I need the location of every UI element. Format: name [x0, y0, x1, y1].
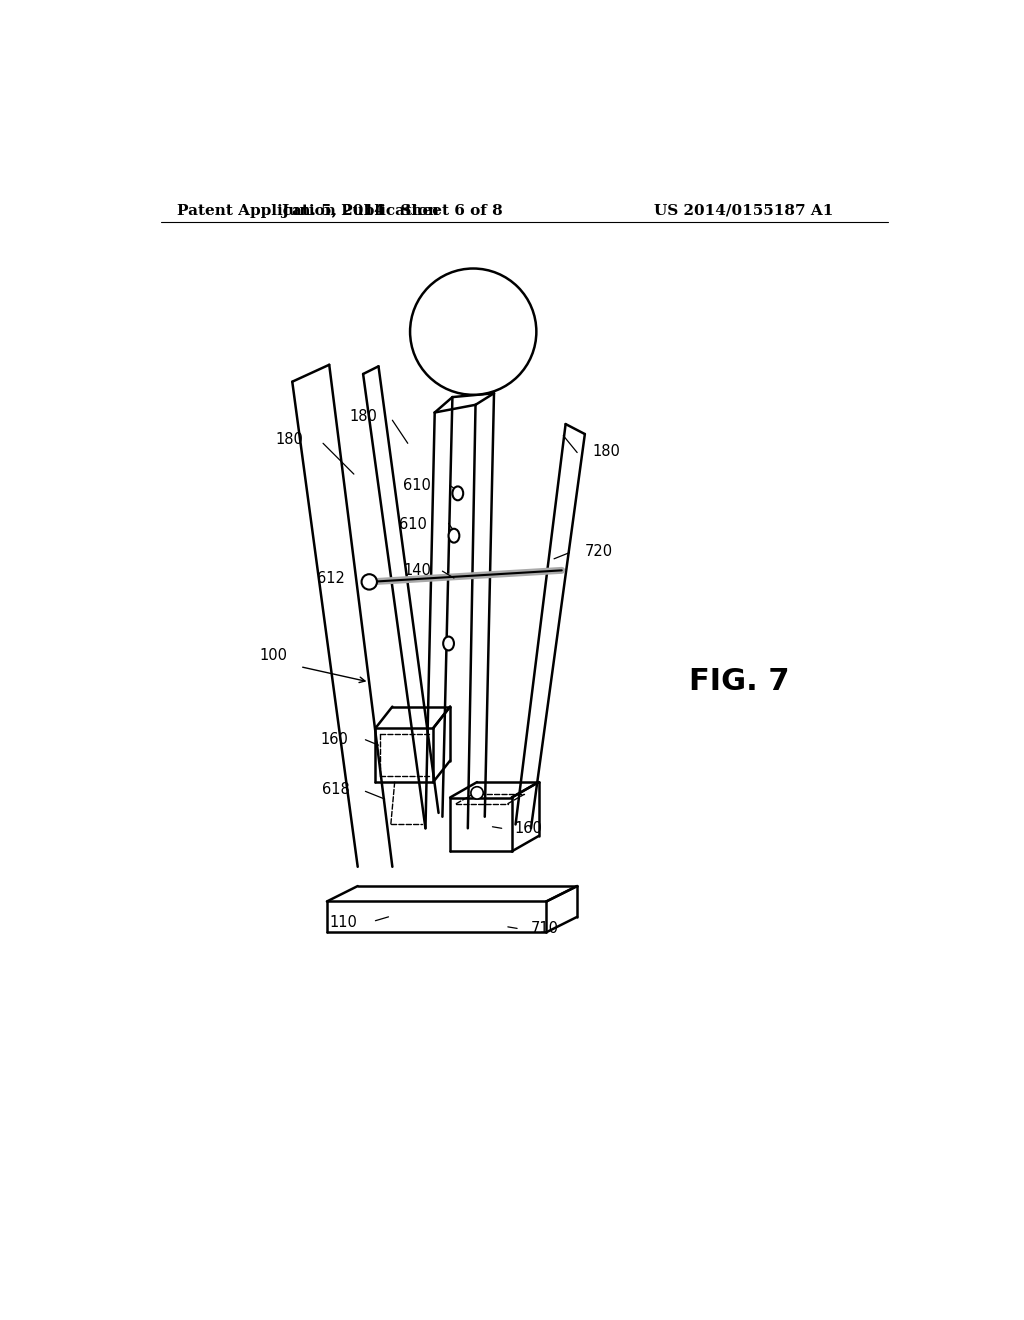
Text: 180: 180: [349, 409, 377, 424]
Ellipse shape: [449, 529, 460, 543]
Text: 720: 720: [585, 544, 613, 558]
Circle shape: [410, 268, 537, 395]
Ellipse shape: [443, 636, 454, 651]
Text: 612: 612: [316, 570, 345, 586]
Text: Jun. 5, 2014   Sheet 6 of 8: Jun. 5, 2014 Sheet 6 of 8: [282, 203, 503, 218]
Text: 710: 710: [531, 921, 559, 936]
Text: Patent Application Publication: Patent Application Publication: [177, 203, 438, 218]
Circle shape: [361, 574, 377, 590]
Circle shape: [471, 787, 483, 799]
Text: 110: 110: [330, 915, 357, 929]
Text: 160: 160: [514, 821, 542, 836]
Text: US 2014/0155187 A1: US 2014/0155187 A1: [654, 203, 834, 218]
Text: 610: 610: [403, 478, 431, 494]
Text: 160: 160: [321, 733, 348, 747]
Text: 618: 618: [323, 783, 350, 797]
Text: 180: 180: [593, 444, 621, 458]
Text: 140: 140: [403, 562, 431, 578]
Text: 100: 100: [259, 648, 287, 663]
Text: FIG. 7: FIG. 7: [688, 668, 790, 697]
Text: 610: 610: [399, 516, 427, 532]
Ellipse shape: [453, 487, 463, 500]
Text: 180: 180: [275, 432, 304, 447]
